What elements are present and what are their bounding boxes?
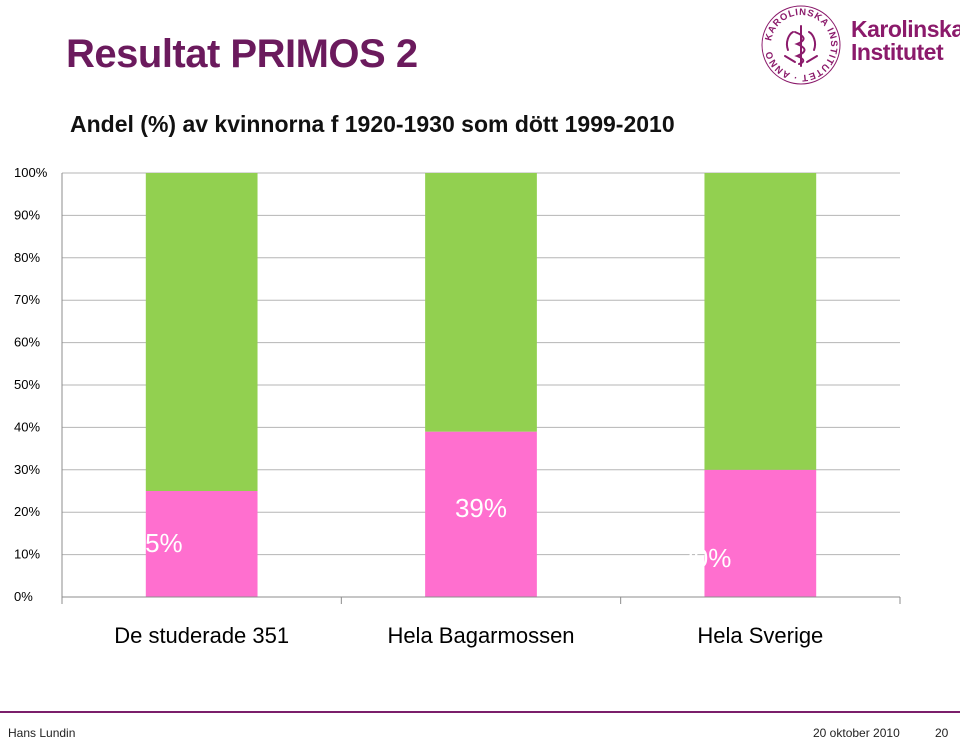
ki-wordmark: Karolinska Institutet [851, 18, 960, 64]
y-tick-label: 60% [14, 335, 40, 350]
y-tick-label: 100% [14, 165, 48, 180]
karolinska-logo: KAROLINSKA INSTITUTET · ANNO 1810 · Karo… [752, 0, 960, 88]
y-tick-label: 50% [14, 377, 40, 392]
x-category-label: Hela Bagarmossen [387, 623, 574, 648]
slide-title: Resultat PRIMOS 2 [66, 32, 418, 76]
y-tick-label: 30% [14, 462, 40, 477]
bar-segment-upper [704, 173, 817, 470]
data-label: 30% [679, 543, 731, 573]
footer-page-number: 20 [935, 726, 949, 740]
y-tick-label: 40% [14, 419, 40, 434]
data-label: 25% [131, 528, 183, 558]
y-tick-label: 20% [14, 504, 40, 519]
y-tick-label: 80% [14, 250, 40, 265]
bar-segment-upper [425, 173, 537, 432]
footer-divider [0, 711, 960, 713]
wordmark-line-2: Institutet [851, 39, 944, 65]
x-category-label: Hela Sverige [697, 623, 823, 648]
bar-segment-lower [145, 491, 258, 597]
stacked-bar-chart: 0% 10% 20% 30% 40% 50% 60% 70% 80% 90% 100% 25% De s… [14, 165, 901, 648]
y-tick-label: 70% [14, 292, 40, 307]
bar-segment-lower [704, 469, 817, 597]
footer-date: 20 oktober 2010 [813, 726, 900, 740]
footer-author: Hans Lundin [8, 726, 76, 740]
data-label: 39% [455, 493, 507, 523]
y-tick-label: 0% [14, 589, 33, 604]
bar-segment-lower [425, 431, 537, 597]
wordmark-line-1: Karolinska [851, 16, 960, 42]
chart-title: Andel (%) av kvinnorna f 1920-1930 som d… [70, 111, 675, 137]
bar-segment-upper [145, 173, 258, 491]
y-tick-label: 10% [14, 547, 40, 562]
ki-seal-icon: KAROLINSKA INSTITUTET · ANNO 1810 · [752, 0, 841, 85]
x-category-label: De studerade 351 [114, 623, 289, 648]
y-tick-label: 90% [14, 207, 40, 222]
